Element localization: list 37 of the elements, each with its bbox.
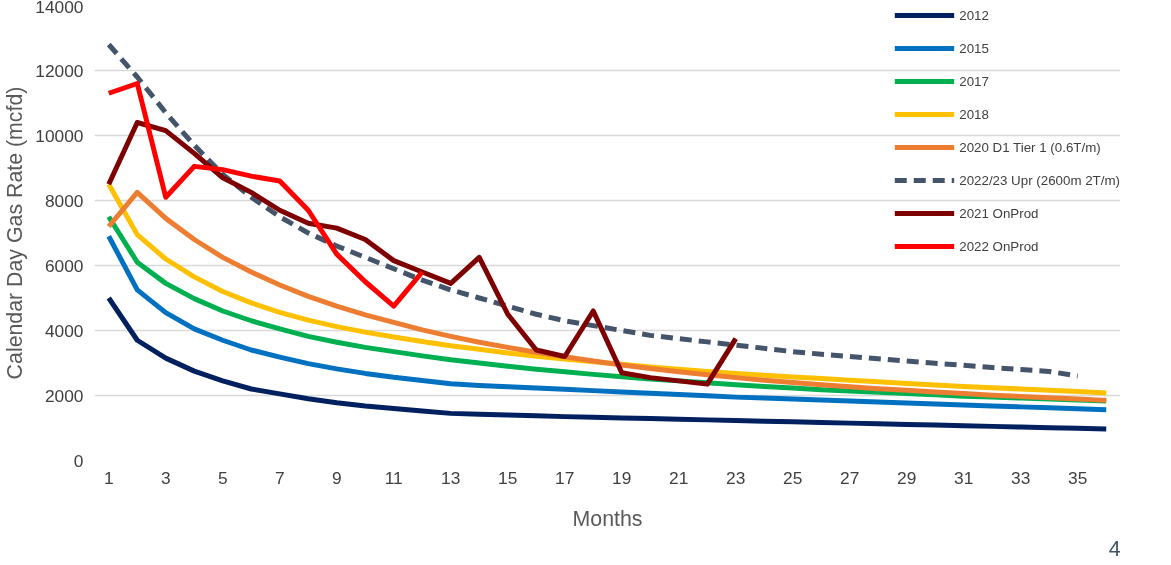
legend-label: 2017 [959, 73, 989, 89]
legend-label: 2022 OnProd [959, 238, 1039, 254]
x-tick-label: 29 [897, 467, 917, 488]
legend-label: 2022/23 Upr (2600m 2T/m) [959, 172, 1120, 188]
x-tick-label: 31 [954, 467, 974, 488]
legend-label: 2015 [959, 40, 989, 56]
x-tick-label: 7 [274, 467, 285, 488]
y-tick-label: 0 [73, 450, 84, 471]
x-tick-label: 15 [498, 467, 518, 488]
x-tick-label: 9 [331, 467, 342, 488]
x-tick-label: 19 [612, 467, 632, 488]
y-axis-title: Calendar Day Gas Rate (mcfd) [3, 86, 28, 380]
x-tick-label: 3 [160, 467, 171, 488]
y-tick-label: 12000 [35, 60, 84, 81]
x-tick-label: 27 [840, 467, 860, 488]
y-tick-label: 14000 [35, 0, 84, 17]
x-tick-label: 5 [217, 467, 228, 488]
y-tick-label: 8000 [44, 190, 84, 211]
x-tick-label: 25 [783, 467, 803, 488]
x-axis-title: Months [572, 506, 643, 531]
legend-label: 2021 OnProd [959, 205, 1039, 221]
y-tick-label: 6000 [44, 255, 84, 276]
x-tick-label: 11 [384, 467, 403, 488]
x-tick-label: 21 [669, 467, 689, 488]
y-tick-label: 4000 [44, 320, 84, 341]
legend-label: 2020 D1 Tier 1 (0.6T/m) [959, 139, 1101, 155]
legend-label: 2012 [959, 7, 989, 23]
legend-label: 2018 [959, 106, 989, 122]
y-tick-label: 2000 [44, 385, 84, 406]
x-tick-label: 33 [1011, 467, 1031, 488]
y-tick-label: 10000 [35, 125, 84, 146]
x-tick-label: 23 [726, 467, 746, 488]
x-tick-label: 35 [1068, 467, 1088, 488]
text: 4 [1108, 536, 1121, 561]
x-tick-label: 17 [555, 467, 575, 488]
x-tick-label: 1 [103, 467, 114, 488]
x-tick-label: 13 [441, 467, 461, 488]
